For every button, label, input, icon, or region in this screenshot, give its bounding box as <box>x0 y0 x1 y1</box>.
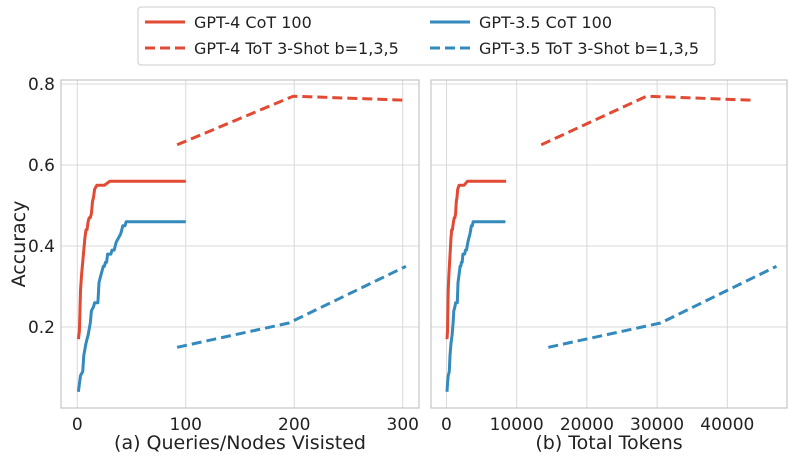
series-line-a-0 <box>76 179 186 340</box>
axes-frame-a <box>60 79 420 409</box>
legend-frame <box>137 6 716 66</box>
series-line-a-1 <box>176 94 407 147</box>
series-line-a-3 <box>176 264 407 349</box>
series-line-b-1 <box>540 94 752 147</box>
legend-label-3: GPT-3.5 ToT 3-Shot b=1,3,5 <box>479 39 699 58</box>
x-tick-label-a-3: 300 <box>387 415 419 435</box>
x-tick-label-b-1: 10000 <box>490 415 544 435</box>
legend-label-1: GPT-4 ToT 3-Shot b=1,3,5 <box>194 39 399 58</box>
x-axis-label-b: (b) Total Tokens <box>535 432 682 454</box>
y-tick-label-a-1: 0.4 <box>28 237 55 257</box>
subplot-a: 0 100 200 300 0.2 0.4 0.6 0.8 (a) Queries/Nodes … <box>8 75 420 454</box>
x-tick-label-b-2: 20000 <box>560 415 614 435</box>
y-tick-label-a-3: 0.8 <box>28 75 55 95</box>
plot-area-b <box>431 80 787 408</box>
legend-label-2: GPT-3.5 CoT 100 <box>479 13 612 32</box>
y-tick-label-a-2: 0.6 <box>28 156 55 176</box>
subplot-b: 0 10000 20000 30000 40000 (b) Total Tokens <box>430 79 788 454</box>
series-line-b-2 <box>445 220 506 392</box>
x-tick-label-a-1: 100 <box>170 415 202 435</box>
y-tick-label-a-0: 0.2 <box>28 318 55 338</box>
plot-area-a <box>61 80 419 408</box>
axes-frame-b <box>430 79 788 409</box>
x-tick-label-a-0: 0 <box>72 415 83 435</box>
x-tick-label-b-0: 0 <box>441 415 452 435</box>
x-tick-label-b-4: 40000 <box>700 415 754 435</box>
series-line-a-2 <box>76 220 186 392</box>
series-line-b-3 <box>547 264 778 349</box>
legend: GPT-4 CoT 100 GPT-4 ToT 3-Shot b=1,3,5 GPT… <box>137 6 716 66</box>
series-line-b-0 <box>445 179 507 340</box>
x-axis-label-a: (a) Queries/Nodes Visisted <box>114 432 366 454</box>
y-axis-label-a: Accuracy <box>8 201 30 288</box>
x-tick-label-b-3: 30000 <box>630 415 684 435</box>
x-tick-label-a-2: 200 <box>278 415 310 435</box>
legend-label-0: GPT-4 CoT 100 <box>194 13 312 32</box>
